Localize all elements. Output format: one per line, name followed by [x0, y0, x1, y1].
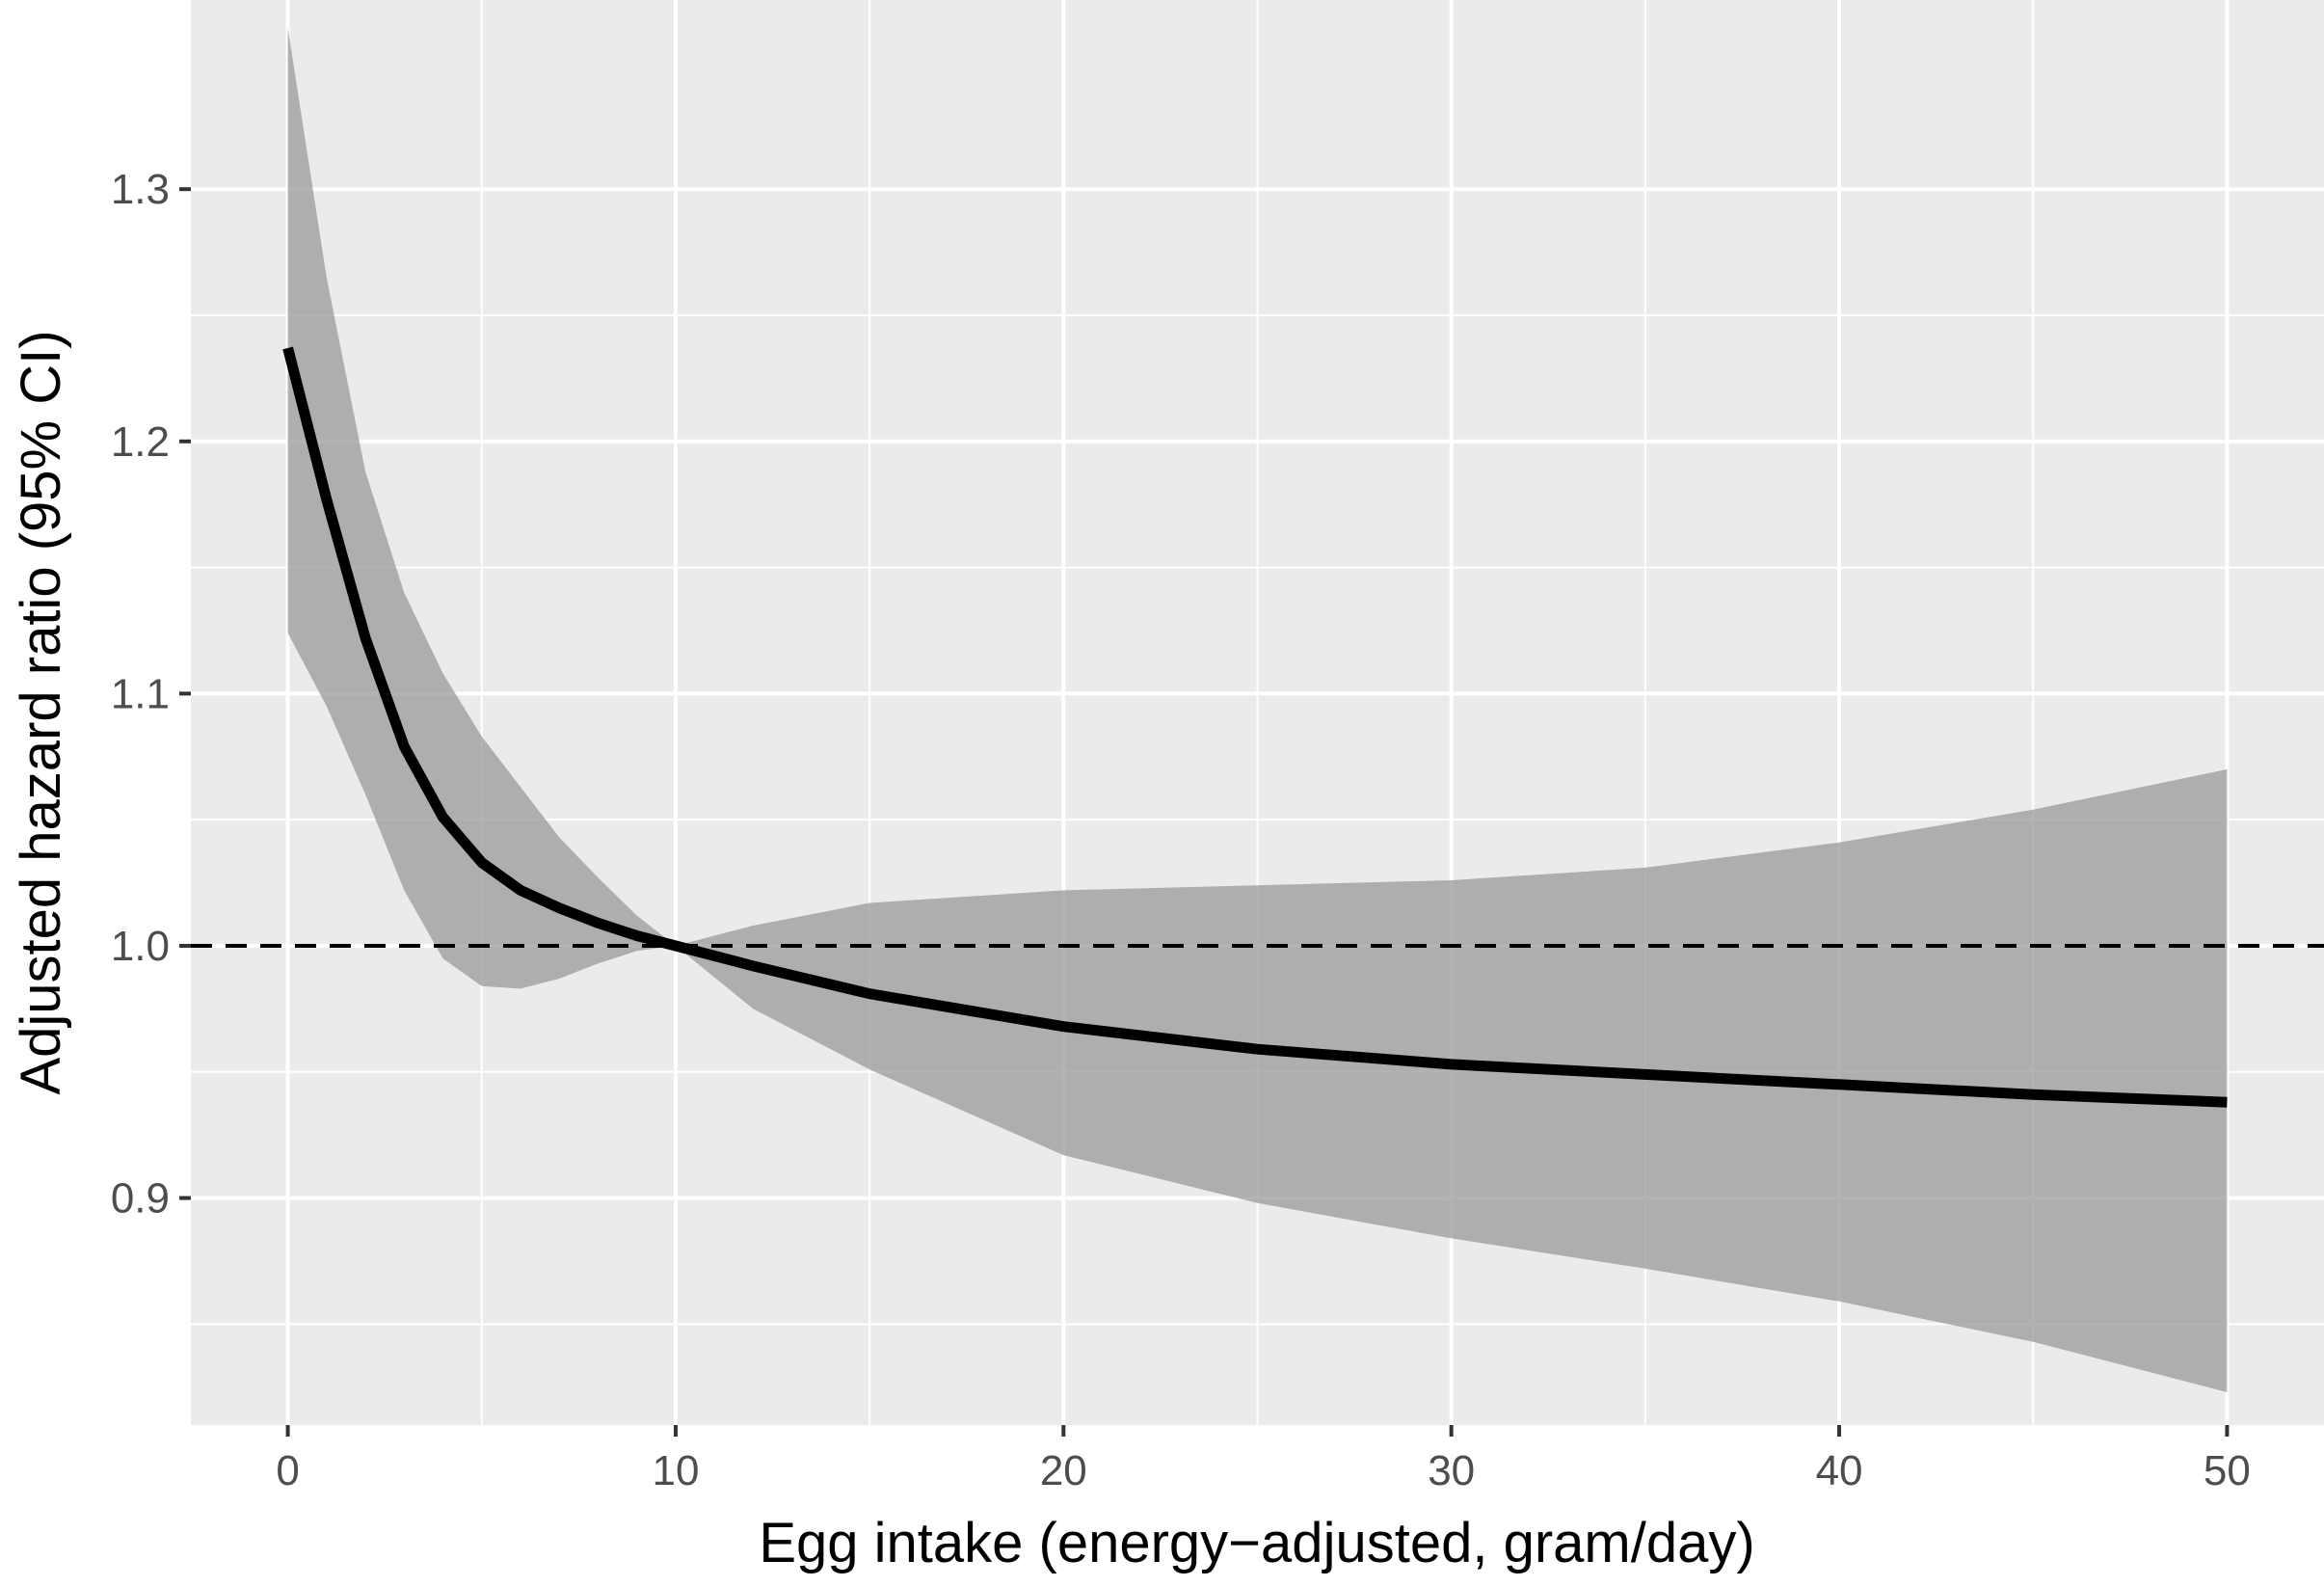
y-tick-label: 1.0	[111, 923, 170, 970]
y-tick-label: 1.3	[111, 166, 170, 213]
x-tick-label: 50	[2204, 1447, 2251, 1494]
y-tick-label: 0.9	[111, 1175, 170, 1223]
y-axis-title: Adjusted hazard ratio (95% CI)	[10, 330, 72, 1094]
x-tick-label: 40	[1816, 1447, 1863, 1494]
y-tick-label: 1.2	[111, 418, 170, 466]
confidence-band	[287, 27, 2228, 1392]
x-axis: 0 10 20 30 40 50	[276, 1425, 2251, 1494]
hazard-ratio-curve	[282, 346, 2228, 1108]
y-axis: 0.9 1.0 1.1 1.2 1.3	[111, 166, 191, 1223]
x-tick-label: 20	[1040, 1447, 1087, 1494]
x-axis-title: Egg intake (energy−adjusted, gram/day)	[759, 1512, 1754, 1574]
x-tick-label: 0	[276, 1447, 299, 1494]
x-tick-label: 30	[1428, 1447, 1475, 1494]
x-tick-label: 10	[652, 1447, 699, 1494]
y-tick-label: 1.1	[111, 670, 170, 717]
